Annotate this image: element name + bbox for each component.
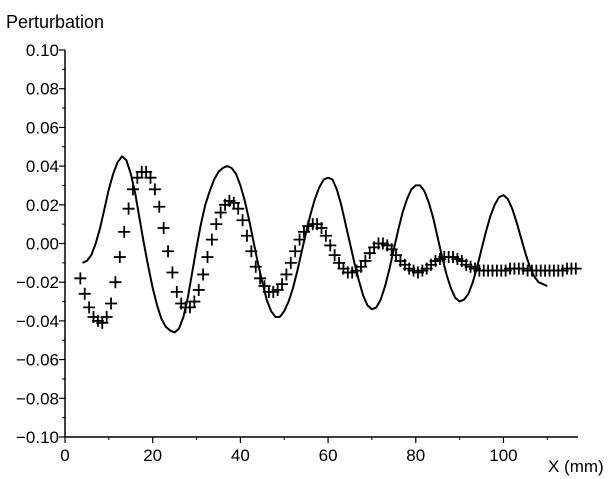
plus-marker: [201, 251, 214, 264]
plus-marker: [170, 285, 183, 298]
plus-marker: [249, 260, 262, 273]
plus-marker: [245, 245, 258, 258]
plus-marker: [328, 249, 341, 262]
x-axis-label: X (mm): [548, 457, 604, 476]
plus-marker: [359, 254, 372, 267]
series-line: [82, 155, 548, 334]
x-tick-label: 40: [231, 446, 250, 465]
y-tick-label: −0.06: [16, 351, 59, 370]
y-tick-label: 0.10: [26, 41, 59, 60]
plus-marker: [293, 233, 306, 246]
x-tick-label: 20: [143, 446, 162, 465]
plus-marker: [74, 272, 87, 285]
plus-marker: [232, 202, 245, 215]
plus-marker: [188, 295, 201, 308]
plus-marker: [122, 202, 135, 215]
y-tick-label: 0.06: [26, 118, 59, 137]
plus-marker: [105, 297, 118, 310]
plus-marker: [284, 256, 297, 269]
plus-marker: [100, 311, 113, 324]
y-tick-label: 0.02: [26, 196, 59, 215]
y-axis-label: Perturbation: [6, 12, 105, 32]
plus-marker: [214, 206, 227, 219]
y-tick-label: 0.00: [26, 235, 59, 254]
plus-marker: [240, 229, 253, 242]
series-markers: [74, 165, 582, 329]
x-tick-label: 60: [319, 446, 338, 465]
y-tick-label: −0.04: [16, 312, 59, 331]
plus-marker: [126, 183, 139, 196]
y-tick-label: −0.08: [16, 389, 59, 408]
x-tick-label: 80: [406, 446, 425, 465]
plus-marker: [324, 239, 337, 252]
y-tick-label: 0.04: [26, 157, 59, 176]
plus-marker: [148, 183, 161, 196]
plus-marker: [109, 276, 122, 289]
plus-marker: [210, 218, 223, 231]
plus-marker: [78, 287, 91, 300]
plus-marker: [113, 251, 126, 264]
plus-marker: [276, 278, 289, 291]
y-tick-label: 0.08: [26, 80, 59, 99]
series-layer: [74, 155, 582, 334]
plus-marker: [289, 245, 302, 258]
plus-marker: [319, 229, 332, 242]
plus-marker: [153, 200, 166, 213]
plus-marker: [205, 233, 218, 246]
plus-marker: [236, 214, 249, 227]
plus-marker: [144, 171, 157, 184]
plus-marker: [315, 222, 328, 235]
plus-marker: [118, 225, 131, 238]
plus-marker: [157, 222, 170, 235]
x-tick-label: 0: [60, 446, 69, 465]
plus-marker: [192, 283, 205, 296]
plus-marker: [569, 262, 582, 275]
plus-marker: [162, 245, 175, 258]
plus-marker: [280, 268, 293, 281]
x-tick-label: 100: [489, 446, 517, 465]
y-tick-label: −0.02: [16, 273, 59, 292]
plus-marker: [83, 301, 96, 314]
y-tick-label: −0.10: [16, 428, 59, 447]
plus-marker: [166, 266, 179, 279]
axes: 0.10 0.08 0.06 0.04 0.02 0.00 −0.02 −0.04 −0.06 −…: [16, 41, 578, 465]
plus-marker: [197, 268, 210, 281]
plus-marker: [254, 272, 267, 285]
